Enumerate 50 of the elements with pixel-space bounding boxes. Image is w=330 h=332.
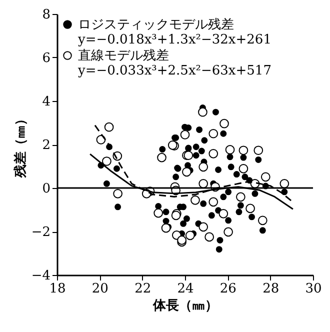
x-tick-label: 30 (305, 282, 322, 296)
annotation: y=−0.033x³+2.5x²−63x+517 (77, 64, 272, 78)
point (198, 107, 208, 117)
y-tick-label: 0 (42, 182, 50, 196)
y-tick-label: −4 (31, 268, 50, 284)
point (236, 192, 246, 202)
point (260, 172, 270, 182)
point (185, 230, 195, 240)
point (208, 197, 218, 207)
point (113, 188, 122, 198)
point (220, 118, 229, 128)
point (246, 204, 255, 214)
point (218, 208, 228, 218)
point (198, 222, 208, 232)
point (154, 208, 164, 218)
y-tick-label: 2 (42, 138, 50, 153)
point (104, 122, 114, 132)
x-axis-title: 体長（㎜） (152, 298, 218, 314)
point (102, 156, 112, 166)
point (208, 148, 218, 158)
point (238, 164, 248, 174)
x-tick-label: 22 (134, 282, 152, 296)
legend-label: ロジスティックモデル残差 (78, 18, 234, 32)
x-tick-label: 24 (177, 282, 194, 296)
legend-label: 直線モデル残差 (78, 48, 169, 64)
y-tick-label: 8 (42, 8, 50, 22)
point (182, 167, 192, 177)
x-tick-label: 28 (262, 282, 280, 296)
point (198, 178, 208, 188)
point (258, 216, 268, 226)
point (198, 162, 208, 172)
point (280, 178, 290, 188)
point (157, 152, 166, 162)
point (225, 145, 235, 154)
point (161, 223, 171, 233)
point (254, 146, 264, 156)
annotation: y=−0.018x³+1.3x²−32x+261 (77, 32, 272, 48)
x-tick-label: 26 (220, 282, 236, 296)
point (204, 232, 214, 242)
x-tick-label: 18 (49, 282, 66, 296)
point (208, 128, 218, 138)
x-tick-label: 20 (92, 282, 108, 296)
point (224, 227, 233, 237)
y-tick-label: 6 (42, 51, 50, 66)
y-tick-label: 4 (42, 94, 50, 110)
point (180, 130, 190, 140)
y-axis-title: 残差（㎜） (13, 112, 28, 178)
point (238, 146, 248, 156)
point (190, 196, 200, 205)
y-tick-label: −2 (31, 225, 50, 240)
